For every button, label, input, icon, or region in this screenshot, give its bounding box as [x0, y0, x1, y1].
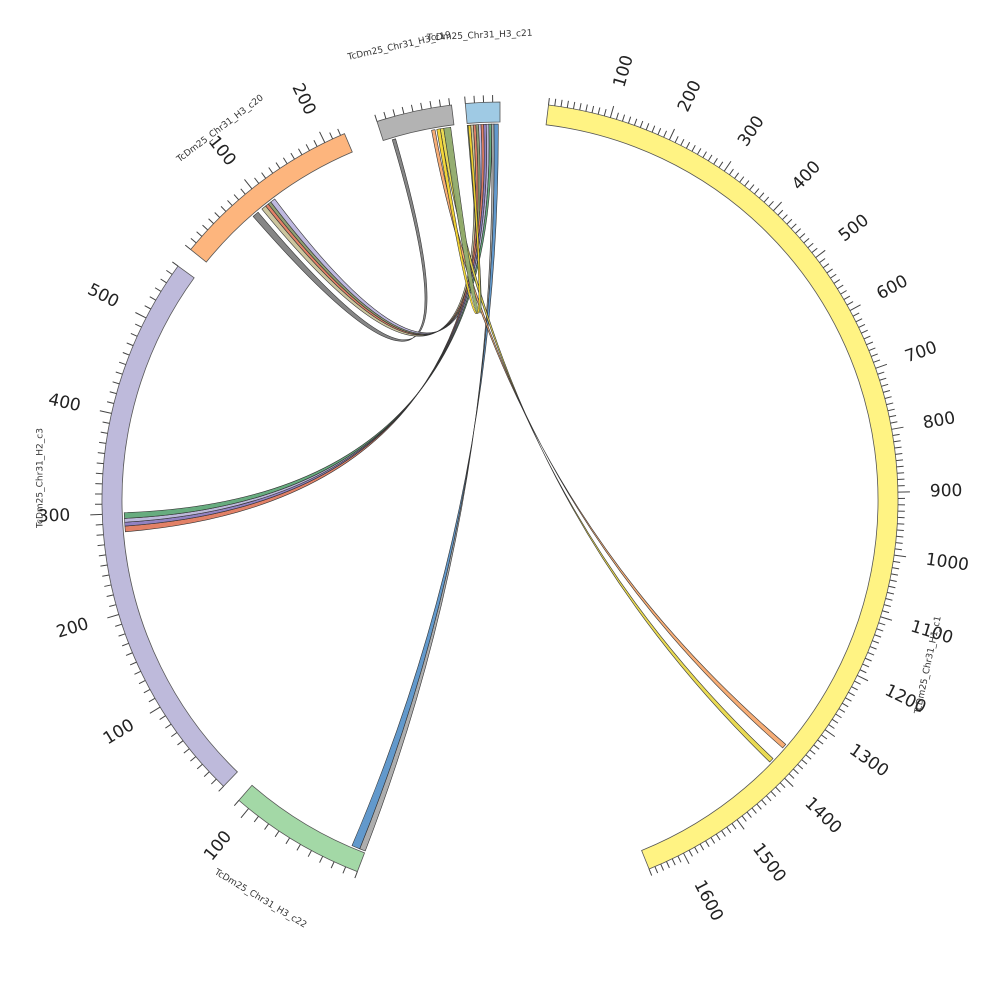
link-ribbon-10: [351, 123, 499, 850]
tick-label-H1_c1-900: 900: [930, 481, 963, 502]
ticks-H3_c21: [464, 95, 494, 104]
tick-label-H3_c20-200: 200: [287, 80, 319, 118]
tick-label-H1_c1-300: 300: [734, 112, 769, 150]
ticks-H3_c19: [374, 98, 451, 122]
chromosome-H3_c19: [376, 104, 455, 142]
chromosome-label-H3_c21: TcDm25_Chr31_H3_c21: [426, 29, 533, 44]
tick-label-H1_c1-500: 500: [835, 210, 873, 246]
ticks-H2_c3: [90, 261, 224, 792]
chromosome-H3_c20: [190, 133, 353, 263]
tick-label-H1_c1-800: 800: [921, 408, 956, 433]
chromosome-label-H2_c3: TcDm25_Chr31_H2_c3: [36, 428, 46, 529]
tick-label-H1_c1-1400: 1400: [800, 793, 845, 838]
tick-label-H2_c3-100: 100: [100, 715, 138, 749]
tick-label-H1_c1-100: 100: [610, 53, 638, 90]
chromosome-H3_c22: [238, 784, 366, 873]
link-ribbon-6: [124, 123, 487, 527]
link-ribbon-8: [123, 123, 492, 519]
ticks-H1_c1: [548, 97, 910, 876]
link-ribbon-14: [436, 124, 481, 314]
labels-layer: 1002003004005006007008009001000110012001…: [36, 29, 971, 931]
tick-label-H1_c1-400: 400: [788, 157, 825, 194]
tick-label-H2_c3-500: 500: [84, 280, 122, 313]
tick-label-H1_c1-1600: 1600: [689, 877, 727, 925]
link-ribbon-12: [431, 129, 787, 749]
tick-label-H1_c1-1500: 1500: [748, 839, 790, 886]
tick-label-H2_c3-400: 400: [46, 390, 82, 417]
tick-label-H1_c1-1000: 1000: [924, 550, 970, 576]
link-ribbon-5: [124, 124, 485, 533]
link-ribbon-7: [124, 123, 490, 523]
tick-label-H1_c1-600: 600: [873, 271, 911, 304]
link-ribbon-11: [439, 127, 774, 763]
tick-label-H2_c3-200: 200: [54, 614, 91, 642]
tick-label-H2_c3-300: 300: [37, 506, 70, 527]
ticks-H3_c20: [184, 128, 341, 250]
ticks-layer: [90, 95, 910, 879]
chromosome-H3_c21: [464, 101, 501, 124]
tick-label-H3_c22-100: 100: [200, 827, 236, 865]
tick-label-H1_c1-700: 700: [902, 338, 939, 368]
links-layer: [123, 123, 787, 852]
ideogram-layer: [101, 101, 899, 873]
ticks-H3_c22: [233, 800, 358, 879]
tick-label-H1_c1-1300: 1300: [845, 740, 892, 781]
chromosome-H1_c1: [545, 104, 899, 870]
chromosome-H2_c3: [101, 265, 238, 787]
link-ribbon-0: [252, 138, 428, 342]
tick-label-H1_c1-200: 200: [674, 77, 706, 115]
chromosome-label-H3_c22: TcDm25_Chr31_H3_c22: [212, 867, 309, 930]
